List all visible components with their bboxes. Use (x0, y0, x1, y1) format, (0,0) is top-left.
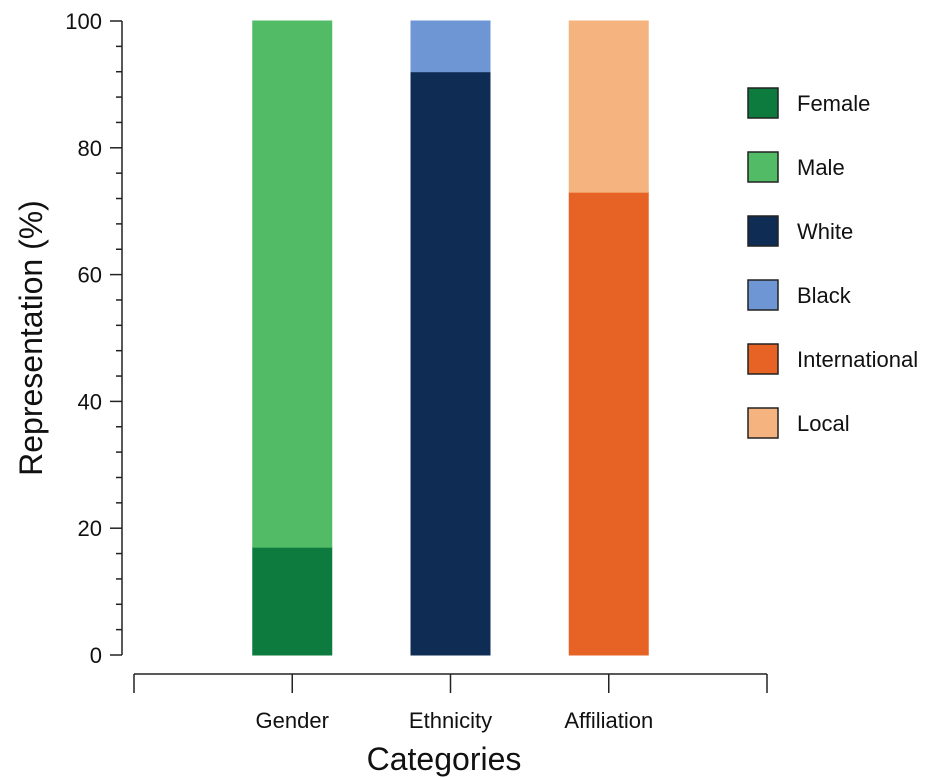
legend-swatch-white (747, 215, 779, 247)
legend-label-male: Male (797, 155, 845, 180)
bar-affiliation-international (568, 191, 649, 656)
legend-label-local: Local (797, 411, 850, 436)
bars (252, 20, 649, 656)
legend-swatch-black (747, 279, 779, 311)
legend-swatch-international (747, 343, 779, 375)
legend-swatch-local (747, 407, 779, 439)
x-tick-label-affiliation: Affiliation (564, 708, 653, 733)
x-tick-label-gender: Gender (256, 708, 329, 733)
bar-affiliation-local (568, 20, 649, 193)
legend-label-female: Female (797, 91, 870, 116)
bar-gender-female (252, 546, 333, 656)
y-tick-label: 60 (78, 263, 102, 288)
legend-swatch-female (747, 87, 779, 119)
x-axis: Gender Ethnicity Affiliation (133, 673, 768, 733)
bar-ethnicity-black (410, 20, 491, 73)
bar-gender-male (252, 20, 333, 548)
legend-label-international: International (797, 347, 918, 372)
legend: Female Male White Black International Local (747, 87, 918, 439)
y-tick-label: 0 (90, 643, 102, 668)
y-axis: 0 20 40 60 80 100 (65, 9, 123, 668)
legend-label-white: White (797, 219, 853, 244)
y-tick-label: 20 (78, 516, 102, 541)
legend-swatch-male (747, 151, 779, 183)
x-tick-label-ethnicity: Ethnicity (409, 708, 492, 733)
legend-label-black: Black (797, 283, 852, 308)
y-tick-label: 80 (78, 136, 102, 161)
y-tick-label: 100 (65, 9, 102, 34)
bar-ethnicity-white (410, 71, 491, 656)
x-axis-title: Categories (367, 741, 522, 777)
y-tick-label: 40 (78, 389, 102, 414)
y-axis-title: Representation (%) (13, 200, 49, 476)
